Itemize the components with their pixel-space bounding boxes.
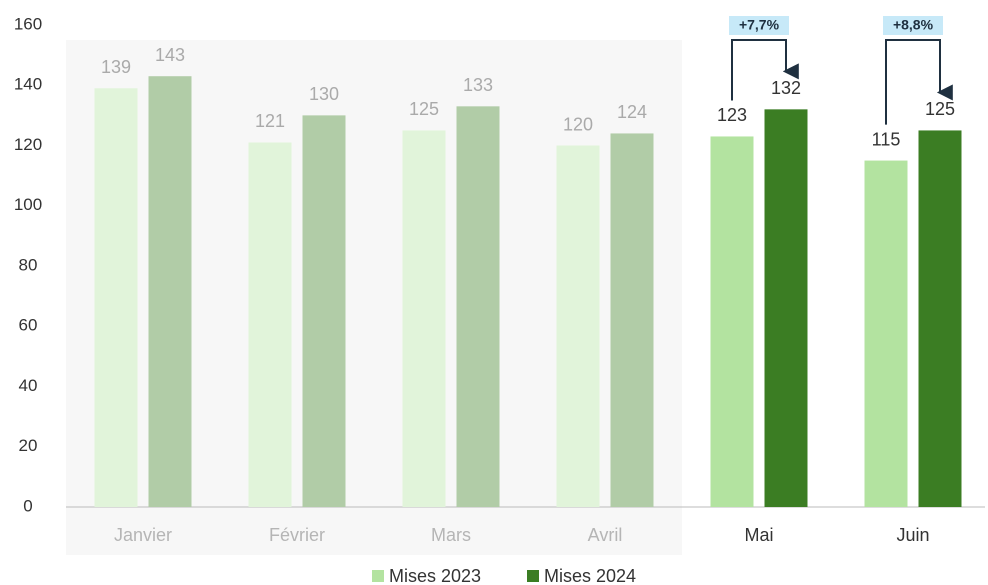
y-tick-label: 100: [14, 195, 42, 214]
annotation-box: [883, 16, 943, 35]
y-tick-label: 120: [14, 135, 42, 154]
bar: [456, 106, 500, 508]
bar: [248, 142, 292, 508]
legend-label: Mises 2023: [389, 566, 481, 585]
bar: [556, 145, 600, 507]
value-label: 133: [463, 75, 493, 95]
value-label: 125: [925, 99, 955, 119]
y-tick-label: 0: [23, 496, 32, 515]
value-label: 130: [309, 84, 339, 104]
annotation: +8,8%: [893, 17, 934, 33]
value-label: 132: [771, 78, 801, 98]
bar: [402, 130, 446, 507]
value-label: 121: [255, 111, 285, 131]
x-tick-label: Février: [269, 525, 325, 545]
y-tick-label: 40: [19, 376, 38, 395]
value-label: 139: [101, 57, 131, 77]
annotation-arrow: [885, 39, 953, 125]
bar: [918, 130, 962, 507]
annotation-box: [729, 16, 789, 35]
legend-label: Mises 2024: [544, 566, 636, 585]
bar: [94, 88, 138, 507]
bar: [864, 160, 908, 507]
value-label: 115: [872, 129, 901, 149]
legend-swatch: [527, 570, 539, 582]
bar: [610, 133, 654, 507]
x-tick-label: Janvier: [114, 525, 172, 545]
value-label: 120: [563, 114, 593, 134]
annotation: +7,7%: [739, 17, 780, 33]
y-tick-label: 140: [14, 75, 42, 94]
x-tick-label: Juin: [896, 525, 929, 545]
value-label: 143: [155, 45, 185, 65]
y-tick-label: 160: [14, 14, 42, 33]
y-tick-label: 20: [19, 436, 38, 455]
y-tick-label: 80: [19, 255, 38, 274]
x-tick-label: Avril: [588, 525, 623, 545]
x-tick-label: Mai: [744, 525, 773, 545]
bar: [710, 136, 754, 507]
value-label: 125: [409, 99, 439, 119]
legend-swatch: [372, 570, 384, 582]
bar: [148, 76, 192, 508]
value-label: 123: [717, 105, 747, 125]
y-tick-label: 60: [19, 316, 38, 335]
bar: [302, 115, 346, 507]
x-tick-label: Mars: [431, 525, 471, 545]
annotation-arrow: [731, 39, 799, 101]
value-label: 124: [617, 102, 647, 122]
bar: [764, 109, 808, 507]
